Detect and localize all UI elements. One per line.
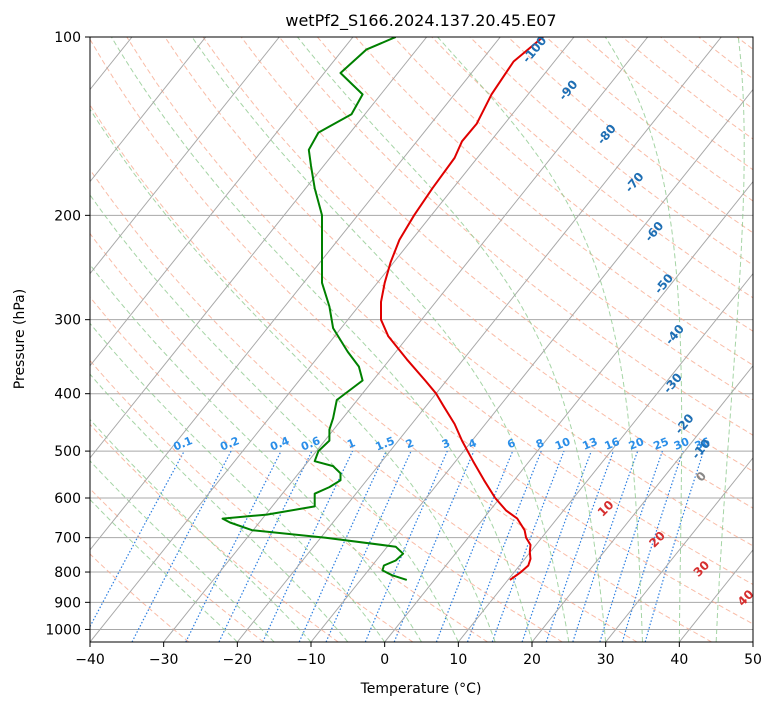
dry-adiabat-line bbox=[90, 168, 638, 642]
mixing-ratio-line bbox=[572, 450, 639, 642]
x-tick-label: 10 bbox=[449, 652, 467, 668]
mixing-ratio-label: 3 bbox=[440, 436, 452, 451]
isotherm-line bbox=[90, 37, 207, 183]
mixing-ratio-line bbox=[90, 450, 185, 628]
dry-adiabat-line bbox=[90, 38, 753, 625]
dry-adiabat-line bbox=[90, 296, 488, 642]
moist-adiabat-line bbox=[297, 37, 607, 642]
moist-adiabat-line bbox=[110, 37, 533, 642]
dewpoint-line bbox=[221, 37, 408, 581]
dry-adiabat-line bbox=[202, 37, 753, 509]
mixing-ratio-label: 8 bbox=[534, 436, 546, 451]
dry-adiabat-line bbox=[90, 553, 190, 642]
dry-adiabat-line bbox=[431, 37, 753, 299]
isotherms bbox=[90, 37, 753, 642]
mixing-ratio-line bbox=[521, 450, 592, 642]
moist-adiabat-line bbox=[90, 108, 496, 642]
x-tick-label: 20 bbox=[523, 652, 541, 668]
mixing-ratio-line bbox=[325, 450, 412, 642]
x-tick-label: 50 bbox=[744, 652, 762, 668]
moist-adiabat-line bbox=[604, 37, 683, 642]
x-tick-label: 40 bbox=[670, 652, 688, 668]
mixing-ratio-line bbox=[262, 450, 354, 642]
mixing-ratio-line bbox=[185, 450, 282, 642]
y-tick-label: 900 bbox=[54, 595, 81, 611]
mixing-ratio-line bbox=[466, 450, 542, 642]
x-tick-label: 30 bbox=[597, 652, 615, 668]
y-axis-label: Pressure (hPa) bbox=[12, 289, 28, 389]
isotherm-line bbox=[90, 37, 354, 367]
mixing-ratio-label: 10 bbox=[553, 435, 572, 453]
y-tick-label: 500 bbox=[54, 444, 81, 460]
dry-adiabat-line bbox=[90, 488, 264, 642]
mixing-ratio-label: 13 bbox=[580, 435, 599, 453]
isotherm-line bbox=[90, 37, 428, 459]
mixing-ratio-label: 36 bbox=[693, 435, 712, 453]
temperature-line bbox=[380, 37, 544, 581]
x-tick-label: −10 bbox=[296, 652, 326, 668]
y-tick-label: 1000 bbox=[45, 622, 81, 638]
moist-adiabat-line bbox=[90, 418, 312, 642]
isotherm-line bbox=[90, 37, 280, 275]
mixing-ratio-label: 1 bbox=[345, 436, 357, 451]
isotherm-line bbox=[90, 37, 575, 642]
mixing-ratio-label: 20 bbox=[627, 435, 646, 453]
dry-adiabat-line bbox=[393, 37, 753, 332]
mixing-ratio-line bbox=[491, 450, 565, 642]
mixing-ratio-line bbox=[599, 450, 663, 642]
isotherm-line bbox=[384, 180, 753, 642]
mixing-ratio-line bbox=[435, 450, 514, 642]
chart-title: wetPf2_S166.2024.137.20.45.E07 bbox=[285, 11, 556, 31]
dry-adiabats bbox=[90, 37, 753, 642]
x-tick-label: −20 bbox=[223, 652, 253, 668]
mixing-ratio-line bbox=[298, 450, 387, 642]
moist-adiabat-line bbox=[90, 263, 422, 642]
isotherm-line bbox=[236, 37, 722, 642]
y-tick-label: 600 bbox=[54, 491, 81, 507]
isotherm-line bbox=[531, 364, 753, 642]
x-tick-label: 0 bbox=[380, 652, 389, 668]
x-axis-label: Temperature (°C) bbox=[360, 681, 482, 697]
y-tick-label: 800 bbox=[54, 565, 81, 581]
axes: −40 −30 −20 −10 0 10 20 30 40 50 100 200 300 400 500 60… bbox=[45, 30, 762, 668]
moist-adiabat-line bbox=[715, 37, 745, 642]
mixing-ratio-line bbox=[364, 450, 448, 642]
mixing-ratio-label: 2 bbox=[404, 436, 416, 451]
moist-adiabat-line bbox=[437, 37, 643, 642]
y-tick-label: 400 bbox=[54, 387, 81, 403]
mixing-ratio-line bbox=[545, 450, 614, 642]
mixing-ratio-line bbox=[131, 450, 232, 642]
isotherm-line bbox=[163, 37, 649, 642]
mixing-ratio-label: 16 bbox=[603, 435, 622, 453]
moist-adiabat-line bbox=[90, 322, 386, 642]
dry-adiabat-line bbox=[164, 37, 753, 547]
mixing-ratio-label: 30 bbox=[672, 435, 691, 453]
dry-adiabat-line bbox=[240, 37, 753, 472]
mixing-ratio-lines bbox=[90, 450, 705, 642]
x-tick-label: −30 bbox=[149, 652, 179, 668]
dry-adiabat-line bbox=[278, 37, 753, 436]
isotherm-line bbox=[90, 37, 501, 551]
y-tick-label: 700 bbox=[54, 531, 81, 547]
isotherm-line bbox=[457, 272, 753, 642]
mixing-ratio-line bbox=[621, 450, 684, 642]
isotherm-line bbox=[310, 88, 753, 642]
y-tick-label: 300 bbox=[54, 313, 81, 329]
moist-adiabat-line bbox=[191, 37, 570, 642]
plot-frame bbox=[89, 36, 754, 643]
isotherm-line bbox=[605, 457, 753, 642]
dry-adiabat-line bbox=[90, 104, 712, 642]
x-tick-label: −40 bbox=[75, 652, 105, 668]
mixing-ratio-label: 25 bbox=[652, 435, 671, 453]
profile-series bbox=[221, 37, 544, 581]
y-tick-label: 100 bbox=[54, 30, 81, 46]
y-tick-label: 200 bbox=[54, 208, 81, 224]
dry-adiabat-line bbox=[90, 423, 339, 642]
